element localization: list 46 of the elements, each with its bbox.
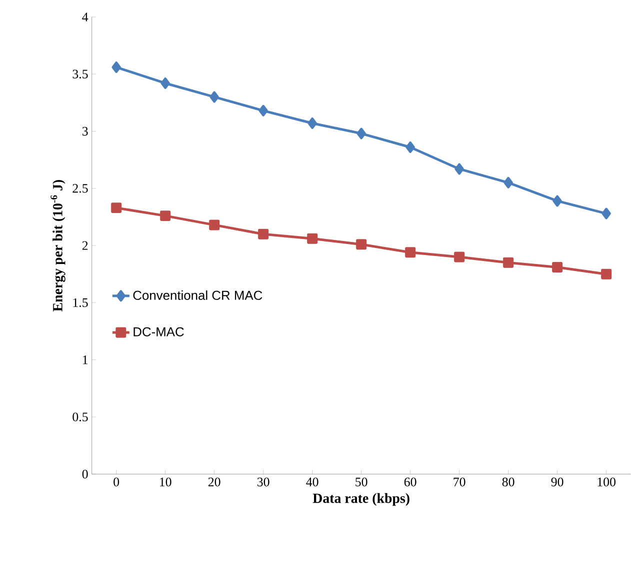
y-tick-label: 3.5 [72, 70, 88, 79]
y-tick-label: 1.5 [73, 298, 88, 308]
x-tick-label: 40 [306, 478, 318, 486]
point [258, 228, 269, 240]
point [454, 252, 465, 262]
point [406, 142, 415, 154]
x-tick-label: 20 [208, 478, 220, 486]
y-axis-title: Energy per bit (10$^{-6}$ J) [50, 180, 66, 312]
point [552, 262, 563, 273]
y-tick-label: 4 [82, 12, 88, 22]
point [112, 62, 121, 74]
point [601, 268, 612, 280]
point [356, 239, 367, 250]
point [160, 210, 171, 222]
y-tick-label: 0.5 [72, 412, 88, 422]
y-tick-label: 2 [82, 241, 88, 250]
y-tick-label: 1 [82, 356, 88, 364]
x-tick-label: 70 [454, 478, 466, 486]
x-axis-title: Data rate (kbps) [312, 493, 410, 506]
point [111, 202, 122, 214]
x-tick-label: 90 [551, 478, 564, 486]
point [308, 118, 317, 130]
point [503, 257, 514, 268]
y-tick-label: 3 [82, 126, 88, 136]
legend-label: Conventional CR MAC [133, 290, 262, 300]
legend-label: DC-MAC [134, 327, 184, 336]
point [552, 195, 562, 207]
point [602, 208, 611, 220]
point [258, 104, 268, 116]
point [405, 247, 416, 258]
point [307, 233, 318, 244]
x-tick-label: 60 [404, 478, 416, 486]
point [209, 220, 220, 230]
point [160, 78, 170, 90]
x-tick-label: 50 [356, 478, 368, 486]
point [356, 128, 366, 140]
point [210, 91, 219, 103]
x-tick-label: 30 [257, 478, 270, 486]
point [504, 176, 513, 188]
point [454, 163, 464, 175]
y-tick-label: 2.5 [72, 184, 88, 193]
x-tick-label: 10 [160, 478, 172, 486]
x-tick-label: 0 [114, 478, 120, 486]
x-tick-label: 80 [502, 478, 514, 486]
x-tick-label: 100 [598, 478, 616, 486]
y-tick-label: 0 [82, 470, 88, 478]
